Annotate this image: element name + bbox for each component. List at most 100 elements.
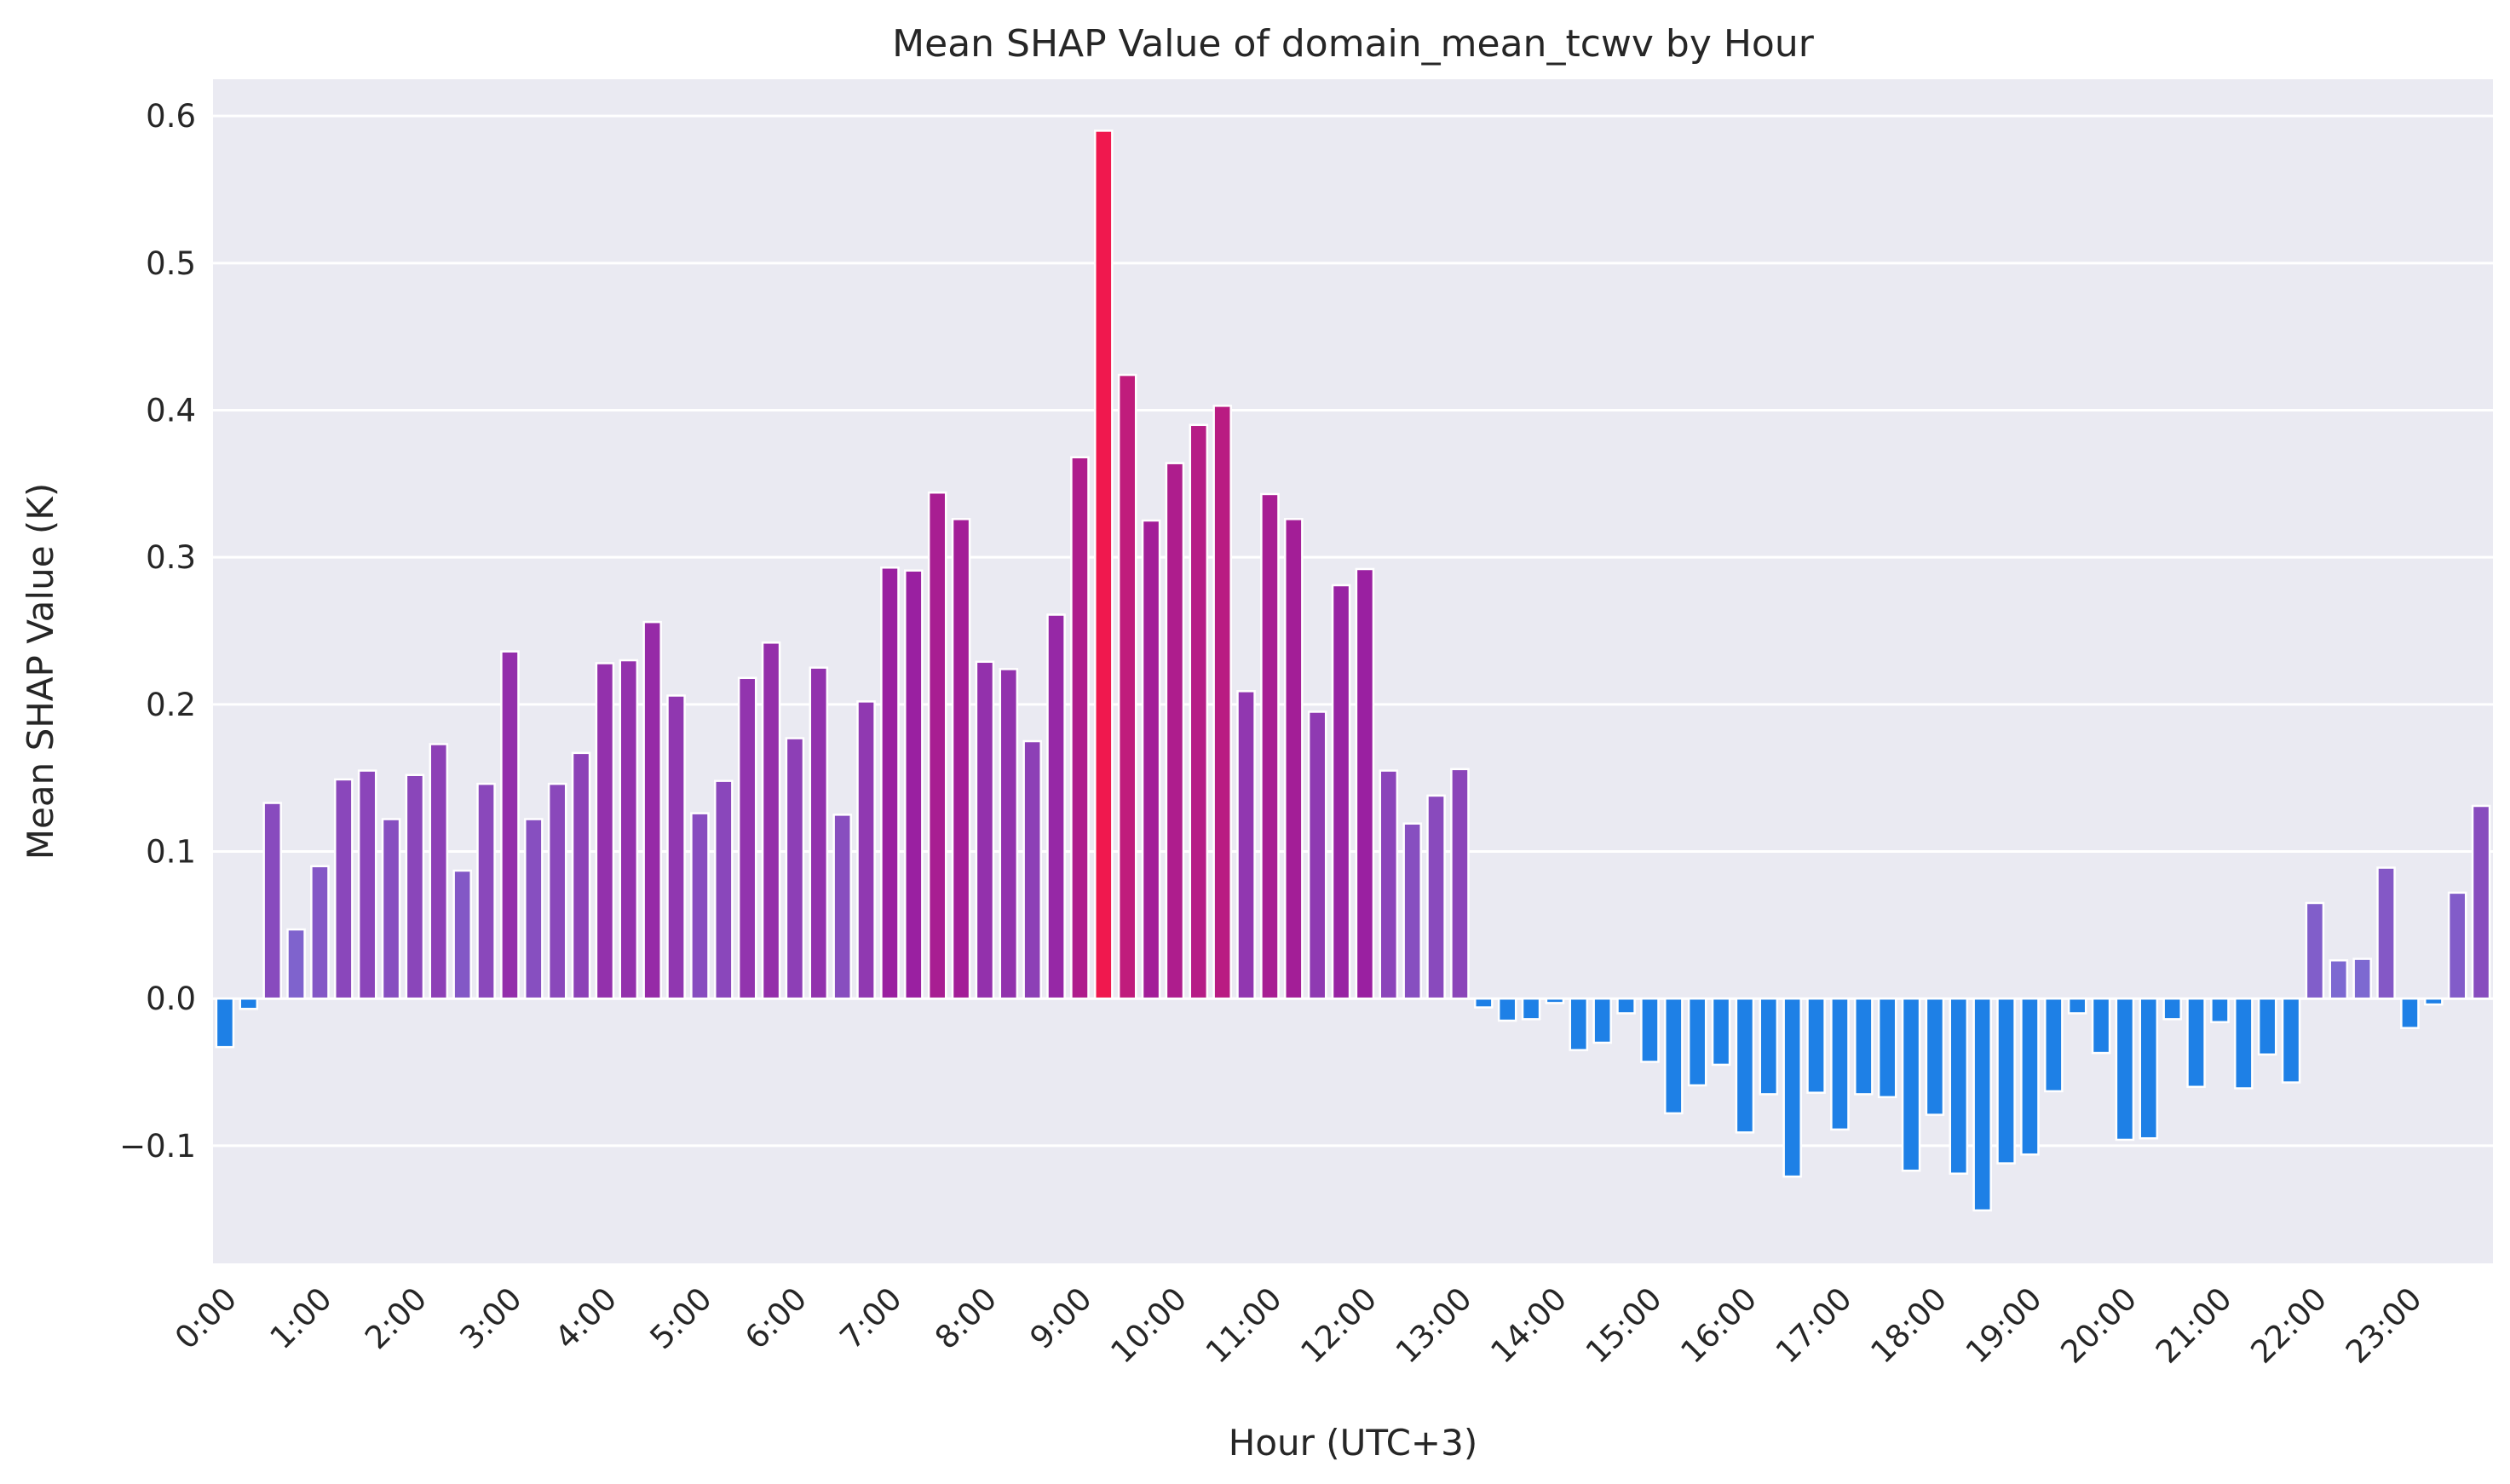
chart-title: Mean SHAP Value of domain_mean_tcwv by H… xyxy=(892,22,1815,66)
bar xyxy=(880,567,900,1000)
bar xyxy=(1806,997,1826,1094)
bar xyxy=(547,782,567,1000)
x-tick-label: 6:00 xyxy=(738,1280,814,1356)
bar xyxy=(1474,997,1494,1009)
y-tick-label: −0.1 xyxy=(119,1128,196,1165)
bar xyxy=(2447,891,2467,1000)
bar xyxy=(1521,997,1541,1021)
x-tick-label: 17:00 xyxy=(1769,1280,1859,1371)
bar xyxy=(215,997,235,1049)
bar xyxy=(1497,997,1517,1022)
x-tick-label: 15:00 xyxy=(1579,1280,1669,1371)
x-tick-label: 19:00 xyxy=(1959,1280,2049,1371)
bar xyxy=(666,694,686,1000)
bar xyxy=(2067,997,2087,1015)
y-tick-label: 0.5 xyxy=(146,245,196,282)
bar xyxy=(310,865,330,1000)
x-tick-labels: 0:00 1:00 2:00 3:00 4:00 5:00 6:00 7:00 8:00 9:00… xyxy=(168,1280,2429,1371)
bar xyxy=(1284,518,1304,1000)
bar xyxy=(761,641,781,1000)
y-tick-labels: −0.1 0.0 0.1 0.2 0.3 0.4 0.5 0.6 xyxy=(119,98,196,1165)
y-tick-label: 0.3 xyxy=(146,539,196,576)
x-tick-label: 8:00 xyxy=(928,1280,1004,1356)
bar xyxy=(2376,866,2396,1000)
bar xyxy=(2139,997,2159,1140)
bar xyxy=(1070,456,1090,1000)
x-tick-label: 9:00 xyxy=(1023,1280,1099,1356)
bar xyxy=(524,818,544,1000)
bar xyxy=(2424,997,2444,1006)
bar xyxy=(856,700,876,1000)
bar xyxy=(1664,997,1684,1115)
bar xyxy=(1260,492,1280,1000)
bar xyxy=(1687,997,1707,1087)
bar xyxy=(1236,690,1256,1000)
bar xyxy=(642,620,662,1000)
bar xyxy=(1426,794,1446,1000)
bar xyxy=(2305,901,2325,1000)
bar xyxy=(2162,997,2182,1021)
bar xyxy=(951,518,971,1000)
bar xyxy=(239,997,259,1010)
bar xyxy=(429,743,449,1000)
bar xyxy=(1759,997,1779,1096)
bar xyxy=(1616,997,1636,1015)
bar xyxy=(1117,373,1137,1000)
bar xyxy=(2257,997,2277,1056)
bar xyxy=(1901,997,1921,1172)
bar xyxy=(1355,567,1375,1000)
bar xyxy=(809,666,829,1000)
bar xyxy=(904,569,924,1000)
bar xyxy=(2400,997,2420,1029)
y-tick-label: 0.6 xyxy=(146,98,196,135)
x-tick-label: 7:00 xyxy=(833,1280,909,1356)
x-tick-label: 12:00 xyxy=(1293,1280,1384,1371)
bar xyxy=(2091,997,2111,1055)
bar xyxy=(1996,997,2016,1165)
bar xyxy=(832,814,852,1000)
x-tick-label: 13:00 xyxy=(1389,1280,1479,1371)
bar xyxy=(1925,997,1945,1116)
bar xyxy=(476,782,496,1000)
y-tick-label: 0.4 xyxy=(146,393,196,429)
bar xyxy=(2020,997,2040,1156)
bar xyxy=(1830,997,1850,1131)
bar xyxy=(381,818,401,1000)
bar xyxy=(1046,613,1066,1000)
bar xyxy=(999,668,1019,1000)
bar xyxy=(2115,997,2135,1142)
y-axis-label: Mean SHAP Value (K) xyxy=(20,483,61,860)
bar xyxy=(2471,804,2491,1000)
bar xyxy=(262,802,282,1000)
bar xyxy=(286,928,306,1000)
x-tick-label: 18:00 xyxy=(1863,1280,1954,1371)
bar xyxy=(1949,997,1969,1175)
bar xyxy=(2186,997,2206,1089)
bar xyxy=(714,779,734,1000)
bar xyxy=(1972,997,1992,1212)
plot-area xyxy=(213,79,2493,1263)
bar xyxy=(357,769,377,1000)
bar xyxy=(1094,129,1114,1000)
bar xyxy=(1141,519,1161,1000)
bar xyxy=(1379,769,1399,1000)
bar xyxy=(500,650,520,1000)
bar xyxy=(571,751,591,1000)
y-tick-label: 0.2 xyxy=(146,687,196,723)
bar xyxy=(1735,997,1755,1134)
bar xyxy=(1640,997,1660,1063)
bar xyxy=(334,778,354,1000)
bar xyxy=(737,676,757,1000)
x-tick-label: 21:00 xyxy=(2149,1280,2239,1371)
bar xyxy=(1307,710,1327,1000)
gridlines xyxy=(213,114,2493,1148)
bar xyxy=(1569,997,1589,1051)
bar xyxy=(405,774,425,1000)
x-tick-label: 2:00 xyxy=(358,1280,434,1356)
bar xyxy=(1877,997,1897,1099)
bar xyxy=(1592,997,1612,1044)
bar xyxy=(1545,997,1565,1004)
x-tick-label: 4:00 xyxy=(548,1280,624,1356)
x-tick-label: 10:00 xyxy=(1103,1280,1194,1371)
